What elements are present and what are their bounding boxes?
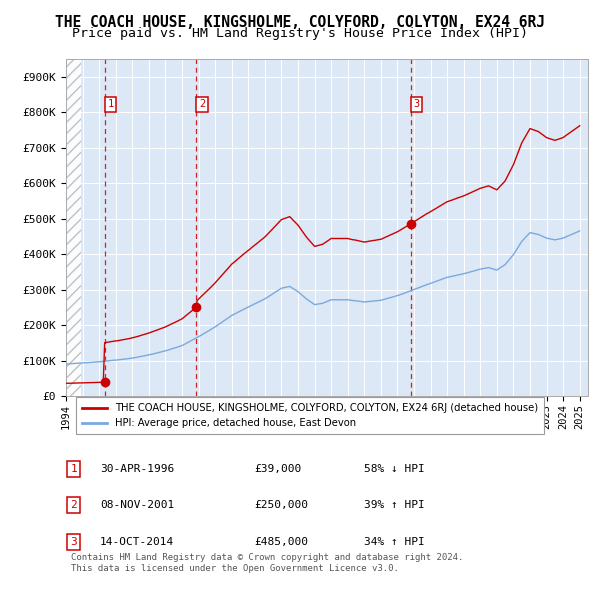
Text: Price paid vs. HM Land Registry's House Price Index (HPI): Price paid vs. HM Land Registry's House …	[72, 27, 528, 40]
Text: 3: 3	[413, 100, 420, 110]
Text: 2: 2	[70, 500, 77, 510]
Text: THE COACH HOUSE, KINGSHOLME, COLYFORD, COLYTON, EX24 6RJ: THE COACH HOUSE, KINGSHOLME, COLYFORD, C…	[55, 15, 545, 30]
Text: 1: 1	[70, 464, 77, 474]
Text: 39% ↑ HPI: 39% ↑ HPI	[364, 500, 424, 510]
Text: £39,000: £39,000	[254, 464, 301, 474]
Bar	[66, 59, 81, 396]
Text: 58% ↓ HPI: 58% ↓ HPI	[364, 464, 424, 474]
Legend: THE COACH HOUSE, KINGSHOLME, COLYFORD, COLYTON, EX24 6RJ (detached house), HPI: : THE COACH HOUSE, KINGSHOLME, COLYFORD, C…	[76, 398, 544, 434]
Text: 34% ↑ HPI: 34% ↑ HPI	[364, 537, 424, 547]
Text: £485,000: £485,000	[254, 537, 308, 547]
Text: 2: 2	[199, 100, 205, 110]
Text: 3: 3	[70, 537, 77, 547]
Text: £250,000: £250,000	[254, 500, 308, 510]
Text: 08-NOV-2001: 08-NOV-2001	[100, 500, 174, 510]
Text: 30-APR-1996: 30-APR-1996	[100, 464, 174, 474]
Text: Contains HM Land Registry data © Crown copyright and database right 2024.
This d: Contains HM Land Registry data © Crown c…	[71, 553, 464, 573]
Text: 14-OCT-2014: 14-OCT-2014	[100, 537, 174, 547]
Text: 1: 1	[107, 100, 114, 110]
